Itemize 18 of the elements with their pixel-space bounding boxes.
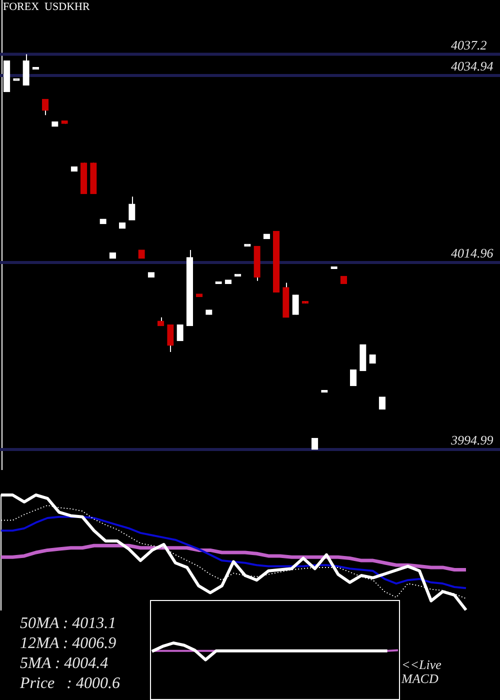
text: <<Live MACD <box>402 657 442 686</box>
text: 12MA : 4006.9 <box>20 634 116 654</box>
candlestick <box>350 369 357 386</box>
candlestick <box>378 396 386 410</box>
ref-line-label: 3994.99 <box>450 432 494 448</box>
candlestick <box>167 324 174 353</box>
ref-line-label: 4037.2 <box>451 37 488 52</box>
text: Price : 4000.6 <box>20 674 120 694</box>
candlestick <box>311 438 318 450</box>
candlestick <box>176 324 184 342</box>
candlestick <box>128 196 136 221</box>
text: 50MA : 4013.1 <box>20 614 116 634</box>
text: 5MA : 4004.4 <box>20 654 108 674</box>
chart-title: FOREX USDKHR <box>3 1 90 14</box>
ref-line-label: 4014.96 <box>451 246 494 261</box>
candlestick <box>42 98 49 116</box>
candlestick <box>22 54 30 86</box>
ref-line-label: 4034.94 <box>451 58 494 74</box>
